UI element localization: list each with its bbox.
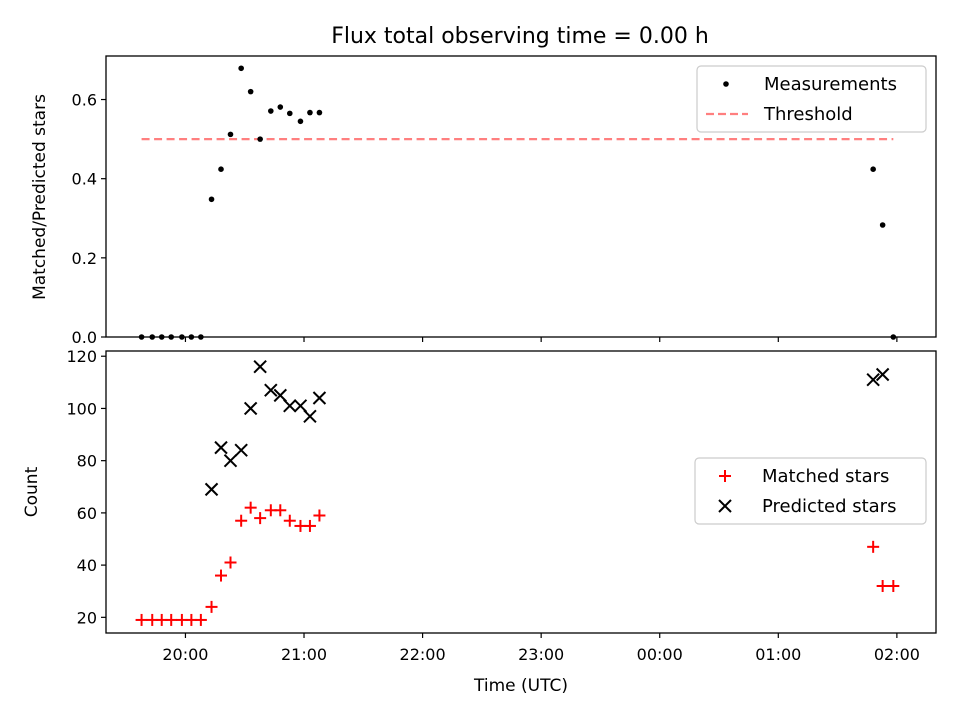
bottom-ytick-label: 80 [77, 452, 97, 471]
measurement-point [307, 109, 313, 116]
top-panel: Matched/Predicted stars 0.0 0.2 0.4 0.6 Mea… [30, 55, 937, 347]
matched-star-point [274, 504, 287, 517]
bottom-ytick-label: 100 [66, 399, 97, 418]
bottom-legend: Matched stars Predicted stars [694, 457, 927, 525]
figure-title: Flux total observing time = 0.00 h [331, 24, 709, 49]
predicted-star-point [264, 383, 278, 397]
legend-threshold-label: Threshold [763, 104, 853, 125]
predicted-star-point [253, 359, 267, 374]
measurement-point [208, 196, 215, 203]
matched-star-point [876, 580, 889, 592]
legend-measurements-label: Measurements [764, 74, 897, 95]
matched-star-point [244, 501, 257, 514]
predicted-star-point [866, 373, 880, 387]
predicted-star-point [303, 409, 317, 423]
matched-star-point [303, 519, 316, 532]
measurement-points [138, 65, 897, 340]
bottom-axes-frame [105, 350, 937, 634]
bottom-ytick-label: 40 [77, 556, 97, 575]
matched-star-point [165, 613, 178, 626]
predicted-star-point [312, 391, 327, 405]
measurement-point [286, 110, 293, 117]
bottom-ytick-label: 60 [77, 504, 97, 523]
matched-star-point [215, 569, 228, 582]
matched-star-point [283, 514, 296, 527]
top-ytick-label: 0.0 [72, 328, 97, 347]
bottom-panel: Count 20 40 60 80 100 120 20:00 21:00 22:00 23:00… [22, 347, 937, 696]
legend-matched-label: Matched stars [762, 466, 889, 487]
matched-star-point [205, 600, 218, 613]
matched-star-point [194, 613, 207, 626]
predicted-star-point [243, 401, 258, 416]
bottom-ytick-label: 20 [77, 608, 97, 627]
predicted-star-point [223, 453, 238, 468]
measurement-point [247, 88, 254, 95]
legend-predicted-marker [718, 499, 732, 513]
top-legend: Measurements Threshold [696, 65, 927, 133]
measurement-point [297, 118, 304, 125]
measurement-point [879, 222, 886, 228]
top-ticks: 0.0 0.2 0.4 0.6 [72, 91, 898, 347]
predicted-star-point [214, 440, 228, 455]
bottom-xtick-label: 22:00 [400, 645, 446, 664]
top-legend-box [696, 65, 927, 133]
legend-measurements-marker [723, 81, 729, 87]
measurement-point [870, 166, 876, 172]
matched-star-point [135, 613, 148, 626]
bottom-xtick-label: 23:00 [518, 645, 564, 664]
measurement-point [238, 65, 244, 72]
measurement-point [316, 109, 323, 116]
measurement-point [227, 131, 234, 138]
predicted-star-point [234, 443, 248, 457]
top-ylabel: Matched/Predicted stars [30, 94, 50, 300]
bottom-ytick-label: 120 [66, 347, 97, 366]
measurement-point [277, 104, 284, 110]
measurement-point [268, 108, 274, 114]
bottom-ticks: 20 40 60 80 100 120 20:00 21:00 22:00 23:00 00:00 0… [66, 347, 919, 664]
bottom-xtick-label: 20:00 [162, 645, 208, 664]
bottom-xlabel: Time (UTC) [473, 676, 568, 696]
measurement-point [257, 136, 263, 142]
top-ytick-label: 0.6 [72, 91, 97, 110]
top-ytick-label: 0.2 [72, 249, 97, 268]
matched-stars-points [135, 501, 900, 626]
bottom-xtick-label: 01:00 [755, 645, 801, 664]
bottom-xtick-label: 02:00 [874, 645, 920, 664]
measurement-point [218, 166, 224, 172]
predicted-stars-points [204, 359, 890, 497]
legend-predicted-label: Predicted stars [762, 496, 896, 517]
legend-matched-marker [719, 470, 731, 482]
bottom-legend-box [694, 457, 927, 525]
matched-star-point [224, 556, 237, 569]
matched-star-point [235, 514, 248, 527]
top-ytick-label: 0.4 [72, 170, 97, 189]
top-axes-frame [105, 55, 937, 338]
predicted-star-point [204, 482, 219, 497]
bottom-xtick-label: 00:00 [637, 645, 683, 664]
matched-star-point [254, 512, 267, 525]
matched-star-point [887, 580, 900, 592]
bottom-xtick-label: 21:00 [281, 645, 327, 664]
matched-star-point [313, 509, 326, 522]
predicted-star-point [875, 367, 890, 382]
matched-star-point [867, 540, 880, 553]
bottom-ylabel: Count [22, 466, 42, 517]
predicted-star-point [283, 399, 297, 413]
